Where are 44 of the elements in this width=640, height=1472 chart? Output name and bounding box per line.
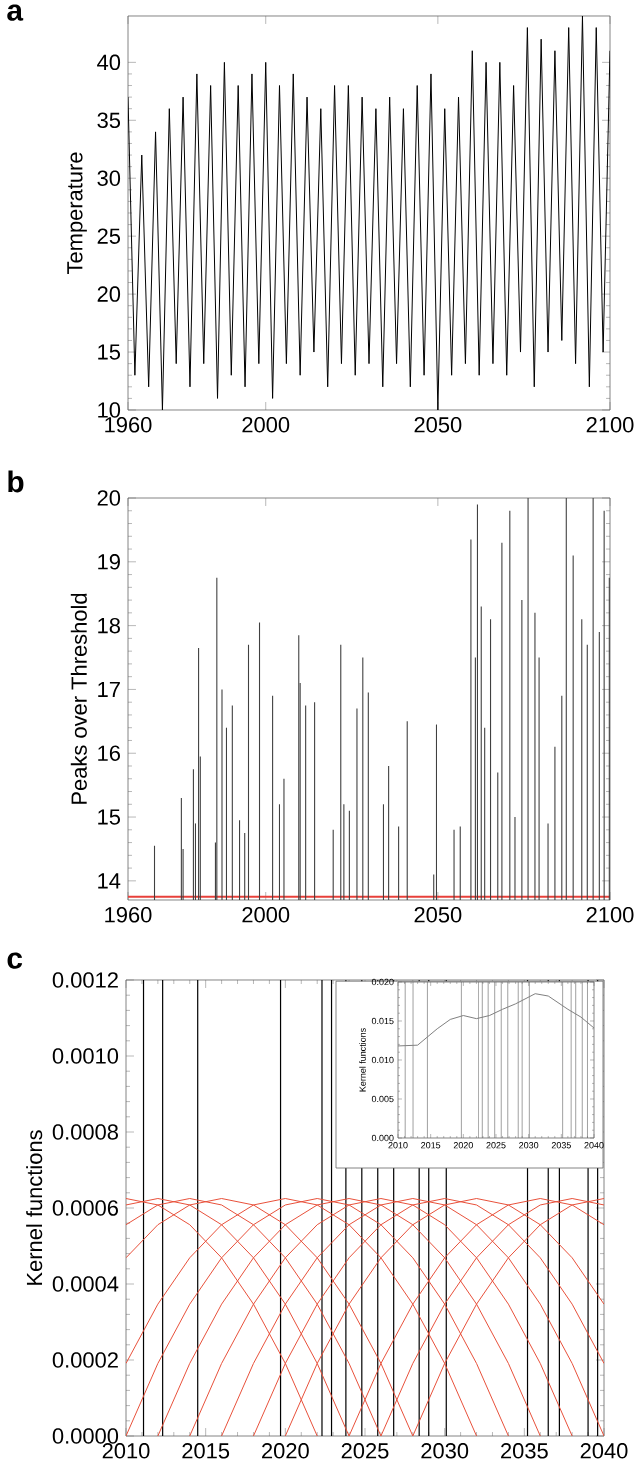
y-tick-label: 20 xyxy=(97,490,121,506)
line-series xyxy=(128,15,610,410)
y-axis-title: Kernel functions xyxy=(26,1130,43,1285)
y-tick-label: 17 xyxy=(98,681,120,697)
chart-title: a xyxy=(7,4,24,21)
y-tick-label: 10 xyxy=(98,402,121,418)
y-tick-label: 0.0012 xyxy=(52,972,118,988)
y-tick-label: 0.0008 xyxy=(52,1124,118,1140)
y-tick-label: 0.0004 xyxy=(52,1276,119,1292)
x-tick-label: 2000 xyxy=(242,907,290,923)
y-tick-label: 14 xyxy=(98,873,121,889)
x-tick-label: 2010 xyxy=(102,1443,150,1459)
x-tick-label: 2015 xyxy=(182,1443,230,1459)
x-tick-label: 2040 xyxy=(580,1443,628,1459)
chart-title: b xyxy=(8,470,24,493)
x-tick-label: 2050 xyxy=(414,907,462,923)
y-tick-label: 40 xyxy=(97,54,121,71)
x-tick-label: 2025 xyxy=(341,1443,389,1459)
y-tick-label: 20 xyxy=(97,286,121,302)
x-tick-label: 2030 xyxy=(421,1443,469,1459)
y-tick-label: 15 xyxy=(98,809,121,825)
x-tick-label: 2035 xyxy=(501,1443,548,1459)
x-tick-label: 2020 xyxy=(262,1443,309,1459)
y-tick-label: 0.0006 xyxy=(52,1200,118,1216)
y-tick-label: 15 xyxy=(98,344,121,360)
y-tick-label: 35 xyxy=(97,112,121,129)
y-tick-label: 18 xyxy=(98,617,120,634)
x-tick-label: 2050 xyxy=(414,417,462,433)
x-tick-label: 1960 xyxy=(105,907,152,923)
y-axis-title: Temperature xyxy=(67,152,87,275)
y-tick-label: 0.0000 xyxy=(52,1428,119,1444)
y-tick-label: 25 xyxy=(97,228,121,244)
y-tick-label: 0.0002 xyxy=(52,1352,118,1368)
y-tick-label: 0.0010 xyxy=(52,1048,119,1064)
x-tick-label: 2000 xyxy=(242,417,290,433)
x-tick-label: 1960 xyxy=(105,417,152,433)
y-tick-label: 19 xyxy=(98,554,120,570)
x-tick-label: 2100 xyxy=(586,907,634,923)
x-tick-label: 2100 xyxy=(586,417,634,433)
y-tick-label: 30 xyxy=(97,170,121,186)
line-series xyxy=(398,993,595,1047)
y-axis-title: Peaks over Threshold xyxy=(70,593,87,804)
y-tick-label: 16 xyxy=(98,745,120,761)
chart-title: c xyxy=(7,952,23,969)
